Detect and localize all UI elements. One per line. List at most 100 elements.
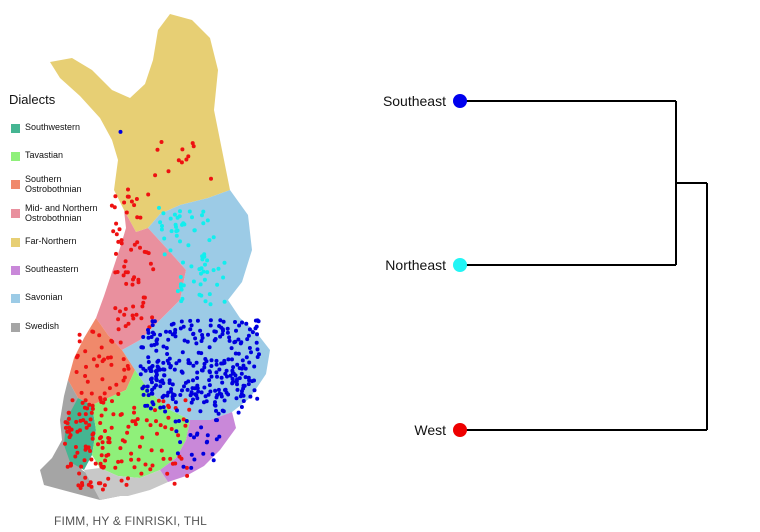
sample-point	[186, 379, 191, 384]
sample-point	[110, 399, 114, 404]
sample-point	[211, 268, 216, 273]
sample-point	[135, 215, 140, 220]
sample-point	[201, 451, 206, 456]
sample-point	[146, 328, 150, 332]
sample-point	[100, 487, 105, 492]
sample-point	[214, 437, 219, 442]
sample-point	[156, 398, 161, 403]
sample-point	[132, 465, 137, 470]
sample-point	[129, 451, 134, 456]
sample-point	[239, 371, 244, 376]
sample-point	[161, 344, 166, 349]
sample-point	[150, 330, 155, 335]
sample-point	[148, 423, 153, 428]
sample-point	[205, 218, 210, 223]
sample-point	[110, 339, 115, 344]
sample-point	[176, 433, 181, 438]
sample-point	[161, 360, 166, 365]
sample-point	[255, 355, 260, 359]
sample-point	[149, 391, 154, 396]
sample-point	[117, 227, 122, 232]
sample-point	[195, 376, 200, 380]
sample-point	[233, 351, 238, 356]
sample-point	[199, 271, 203, 276]
sample-point	[173, 334, 178, 339]
sample-point	[88, 449, 92, 453]
sample-point	[193, 336, 198, 341]
sample-point	[89, 410, 94, 415]
sample-point	[209, 364, 214, 368]
sample-point	[77, 332, 82, 337]
sample-point	[216, 266, 221, 271]
sample-point	[169, 229, 174, 234]
legend-swatch	[11, 238, 20, 247]
sample-point	[100, 377, 105, 382]
sample-point	[100, 445, 105, 450]
sample-point	[143, 403, 148, 408]
sample-point	[172, 393, 177, 398]
sample-point	[219, 394, 224, 399]
legend-swatch	[11, 152, 20, 161]
legend-item-southwestern: Southwestern	[11, 122, 125, 133]
sample-point	[178, 275, 183, 279]
sample-point	[101, 464, 106, 469]
sample-point	[185, 387, 190, 392]
sample-point	[122, 439, 127, 444]
sample-point	[158, 379, 163, 384]
sample-point	[236, 410, 241, 415]
sample-point	[239, 340, 244, 345]
sample-point	[236, 337, 241, 342]
sample-point	[191, 144, 196, 149]
sample-point	[158, 332, 163, 337]
sample-point	[188, 393, 193, 398]
sample-point	[191, 378, 195, 383]
sample-point	[227, 335, 232, 340]
sample-point	[121, 378, 126, 383]
sample-point	[208, 302, 213, 307]
sample-point	[182, 384, 186, 389]
sample-point	[223, 388, 227, 392]
sample-point	[85, 406, 90, 411]
sample-point	[113, 465, 118, 470]
leaf-node-southeast	[453, 94, 467, 108]
sample-point	[247, 327, 252, 332]
sample-point	[186, 361, 191, 365]
sample-point	[146, 192, 151, 197]
sample-point	[103, 397, 107, 402]
sample-point	[177, 358, 182, 363]
sample-point	[214, 370, 219, 375]
sample-point	[225, 326, 230, 331]
sample-point	[109, 203, 114, 208]
sample-point	[182, 338, 187, 343]
leaf-node-west	[453, 423, 467, 437]
sample-point	[79, 464, 84, 469]
sample-point	[83, 412, 88, 417]
sample-point	[131, 304, 136, 309]
sample-point	[158, 423, 163, 428]
sample-point	[206, 332, 210, 337]
legend-item-swedish: Swedish	[11, 321, 125, 332]
sample-point	[225, 330, 230, 335]
sample-point	[97, 354, 102, 359]
sample-point	[194, 360, 199, 365]
sample-point	[103, 429, 107, 433]
sample-point	[181, 464, 186, 469]
sample-point	[173, 461, 178, 466]
sample-point	[129, 457, 134, 462]
sample-point	[186, 358, 191, 363]
sample-point	[126, 321, 131, 326]
sample-point	[175, 408, 179, 413]
sample-point	[246, 333, 251, 338]
sample-point	[75, 450, 80, 455]
sample-point	[74, 355, 79, 360]
sample-point	[247, 378, 252, 383]
sample-point	[153, 173, 158, 178]
sample-point	[132, 410, 136, 415]
sample-point	[163, 409, 168, 414]
sample-point	[233, 339, 238, 344]
sample-point	[148, 467, 153, 472]
sample-point	[95, 363, 100, 368]
sample-point	[100, 440, 105, 445]
sample-point	[150, 315, 155, 320]
